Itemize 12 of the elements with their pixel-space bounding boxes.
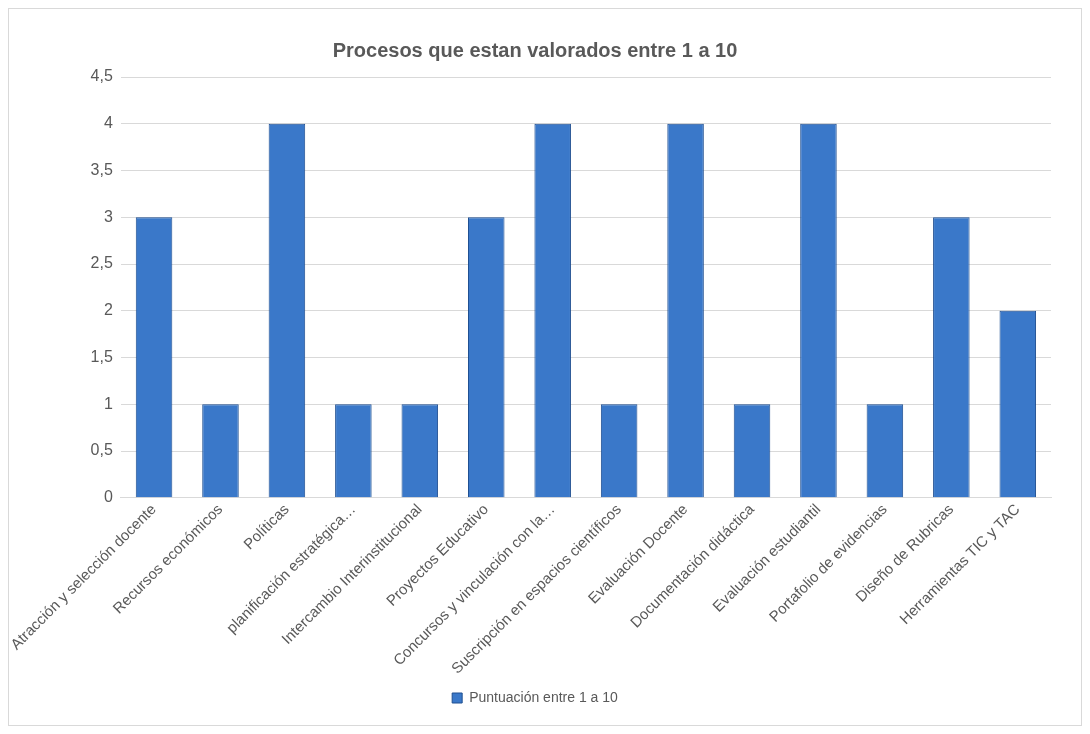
y-tick-label: 2,5 [90,254,113,272]
y-tick-label: 4,5 [90,67,113,85]
y-tick-label: 2 [103,301,113,319]
y-tick-label: 0 [103,488,113,506]
y-tick-label: 0,5 [90,441,113,459]
chart-title: Procesos que estan valorados entre 1 a 10 [332,38,738,61]
y-tick-label: 1 [103,394,113,412]
y-tick-label: 3,5 [90,160,113,178]
y-tick-label: 4 [103,114,113,132]
y-tick-label: 3 [103,207,113,225]
legend-label: Puntuación entre 1 a 10 [469,688,619,705]
y-tick-label: 1,5 [90,347,113,365]
